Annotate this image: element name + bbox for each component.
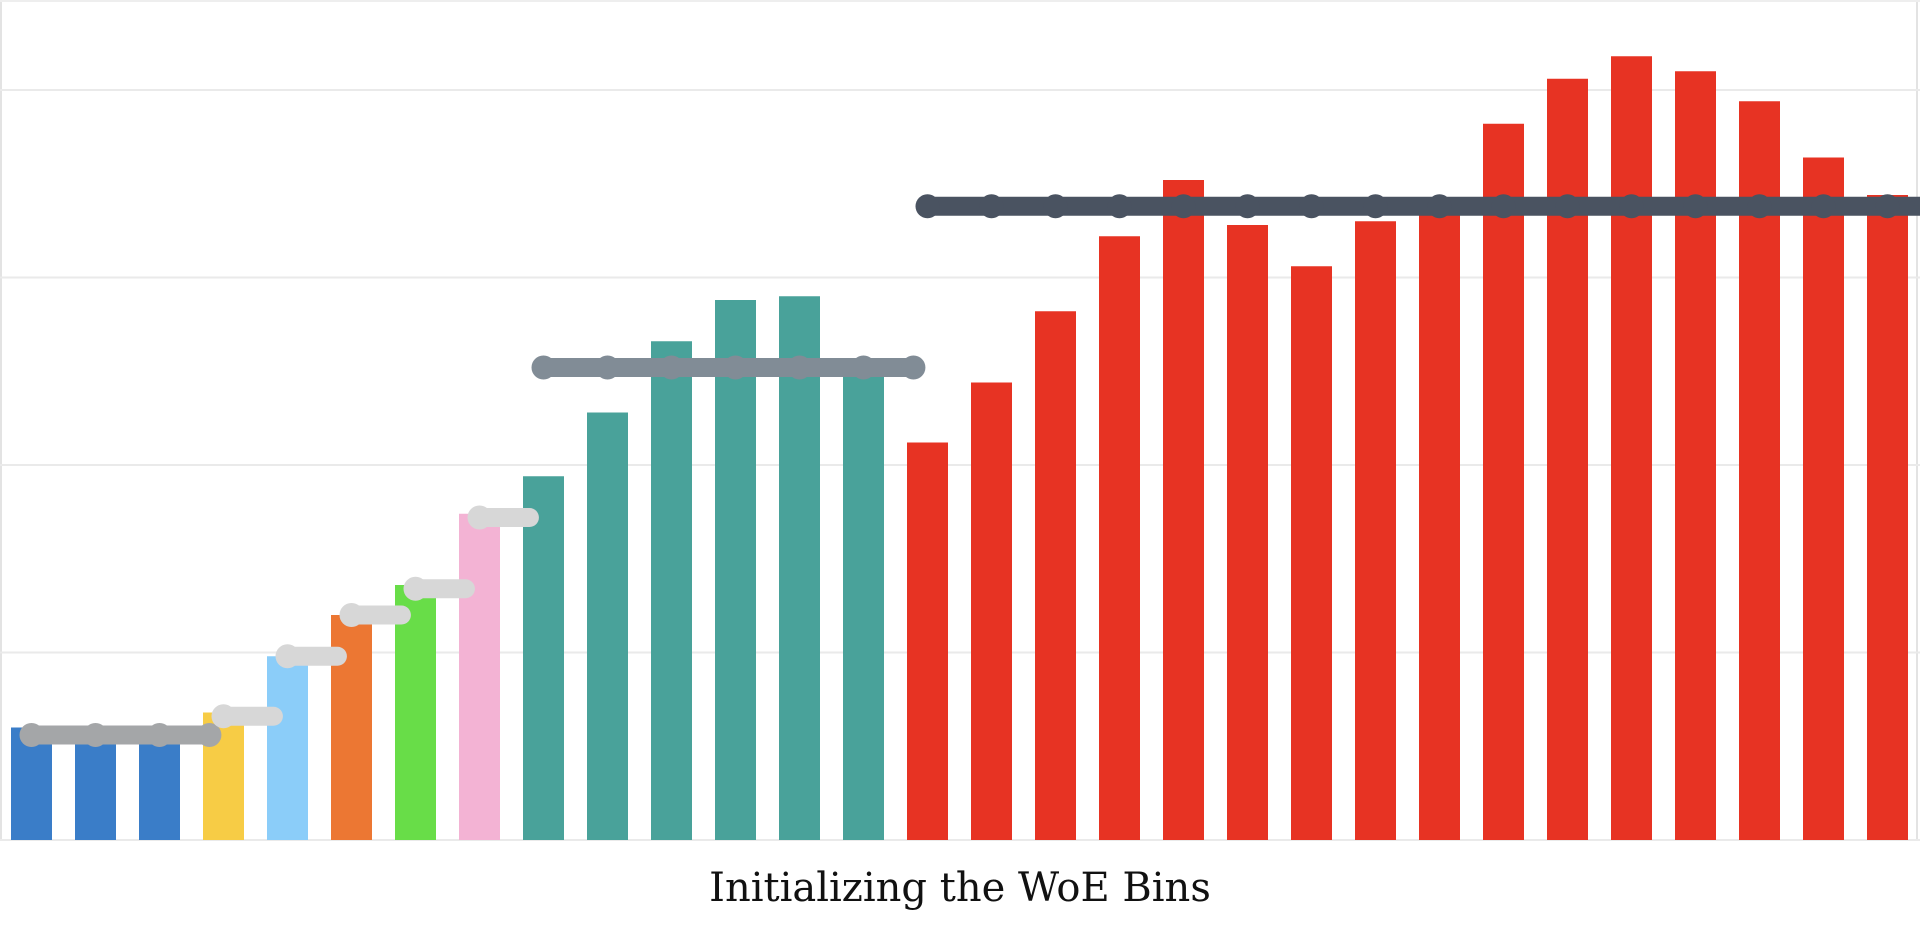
bar-17	[1035, 311, 1076, 840]
bin-lines	[19, 194, 1920, 747]
bar-20	[1227, 225, 1268, 840]
bar-5	[267, 656, 308, 840]
bin-line-5	[403, 576, 475, 601]
bar-18	[1099, 236, 1140, 840]
bin-line-8	[915, 194, 1920, 219]
bin-line-1	[19, 723, 222, 747]
bar-13	[779, 296, 820, 840]
bin-line-point	[531, 355, 556, 380]
bin-line-point	[979, 194, 1004, 219]
bin-line-point	[1747, 194, 1772, 219]
bin-line-point	[1043, 194, 1068, 219]
bin-line-3	[275, 644, 347, 669]
bin-line-point	[1235, 194, 1260, 219]
bin-line-point	[1555, 194, 1580, 219]
bin-line-point	[1107, 194, 1132, 219]
bar-22	[1355, 221, 1396, 840]
bar-26	[1611, 56, 1652, 840]
bar-19	[1163, 180, 1204, 840]
bin-line-point	[275, 644, 300, 669]
bin-line-point	[915, 194, 940, 219]
bar-12	[715, 300, 756, 840]
bin-line-point	[851, 355, 876, 380]
bar-15	[907, 442, 948, 840]
bin-line-point	[467, 505, 492, 530]
bar-27	[1675, 71, 1716, 840]
bin-line-7	[531, 355, 926, 380]
bin-line-point	[1683, 194, 1708, 219]
bin-line-point	[211, 704, 236, 729]
bin-line-point	[197, 723, 222, 747]
bin-line-point	[1491, 194, 1516, 219]
bar-28	[1739, 101, 1780, 840]
bar-24	[1483, 123, 1524, 840]
bars	[11, 56, 1908, 840]
bar-25	[1547, 78, 1588, 840]
bar-16	[971, 382, 1012, 840]
bar-21	[1291, 266, 1332, 840]
bin-line-point	[1811, 194, 1836, 219]
bin-line-4	[339, 603, 411, 627]
bin-line-point	[595, 355, 620, 380]
bin-line-point	[723, 355, 748, 380]
bar-29	[1803, 157, 1844, 840]
chart-title: Initializing the WoE Bins	[709, 865, 1211, 911]
bar-9	[523, 476, 564, 840]
bin-line-point	[1171, 194, 1196, 219]
bin-line-point	[1875, 194, 1900, 219]
bin-line-2	[211, 704, 283, 729]
bin-line-point	[1619, 194, 1644, 219]
bin-line-point	[83, 723, 108, 747]
bin-line-point	[1427, 194, 1452, 219]
bin-line-point	[1363, 194, 1388, 219]
bin-line-point	[901, 355, 926, 380]
bin-line-point	[659, 355, 684, 380]
bin-line-point	[403, 576, 428, 601]
bin-line-6	[467, 505, 539, 530]
bar-23	[1419, 206, 1460, 840]
bar-7	[395, 585, 436, 840]
bin-line-point	[339, 603, 364, 627]
bin-line-point	[787, 355, 812, 380]
bin-line-point	[1299, 194, 1324, 219]
bar-10	[587, 412, 628, 840]
bar-8	[459, 513, 500, 840]
bin-line-point	[147, 723, 172, 747]
bin-line-point	[19, 723, 44, 747]
bar-11	[651, 341, 692, 840]
bar-30	[1867, 195, 1908, 840]
bar-14	[843, 363, 884, 840]
